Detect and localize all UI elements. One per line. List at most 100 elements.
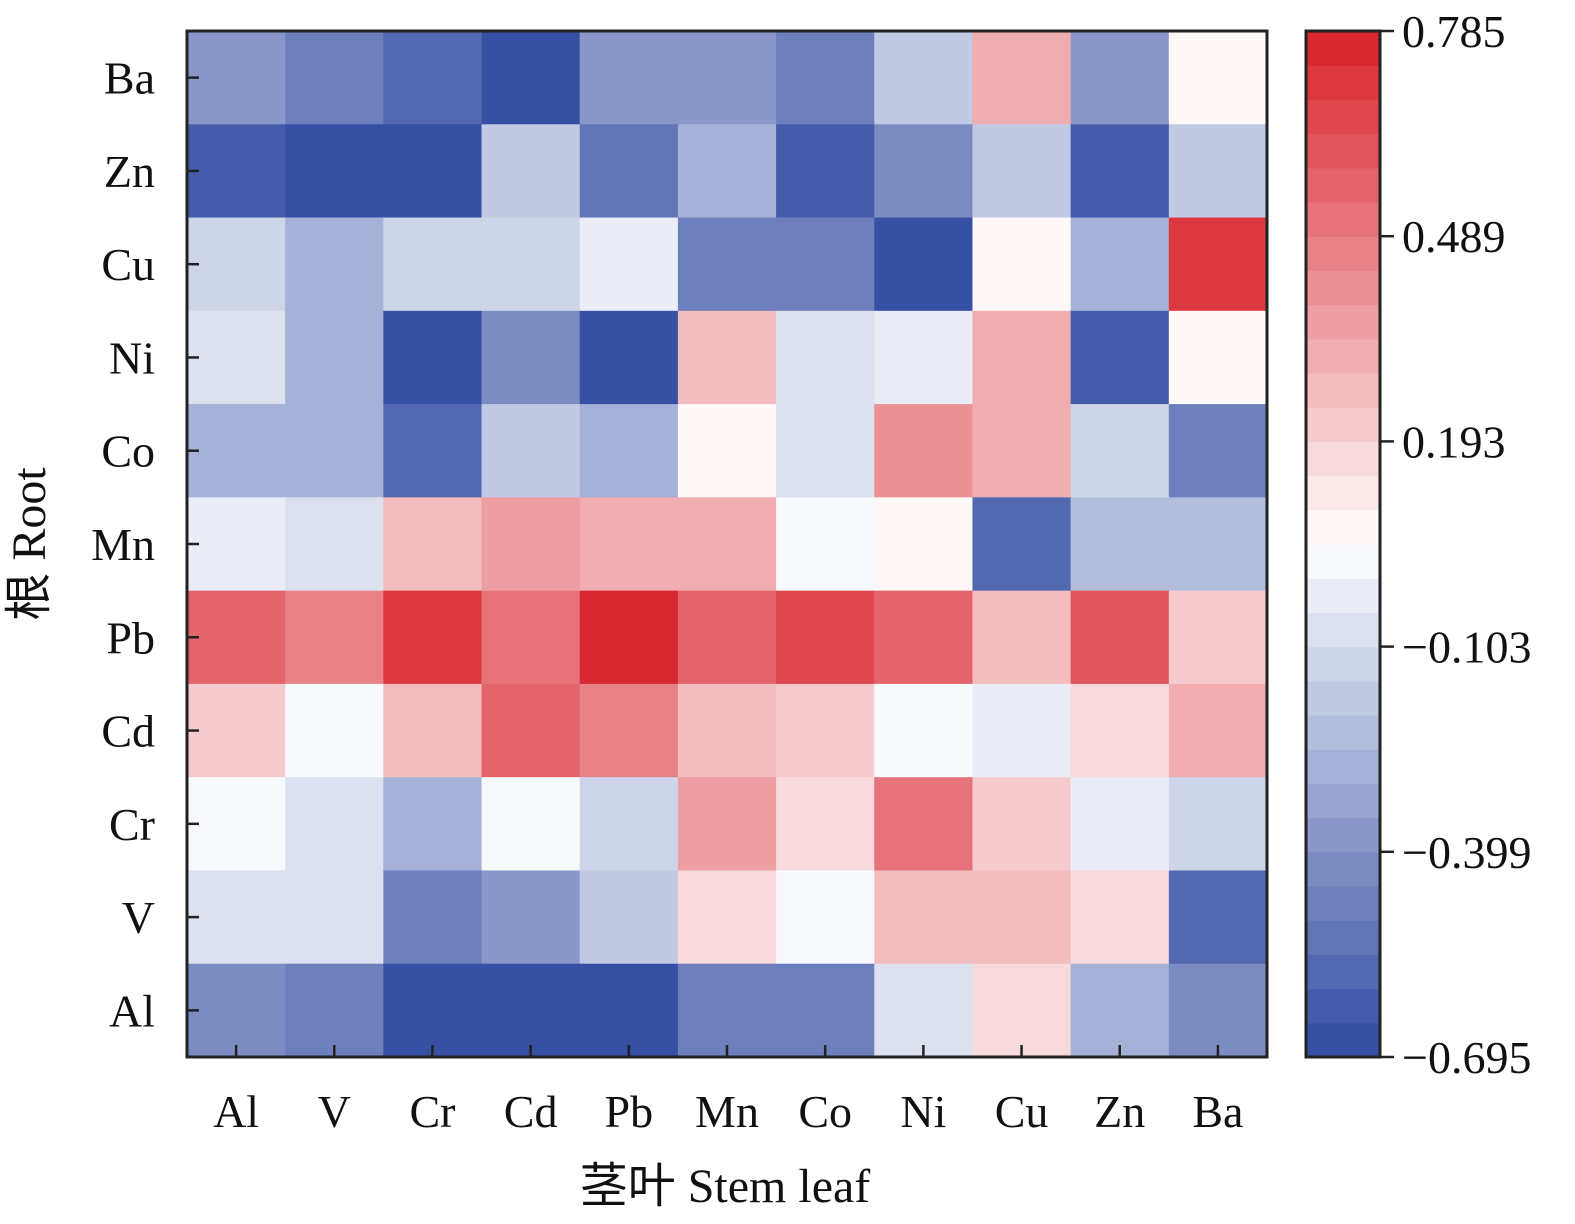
x-tick-label-pb: Pb [605, 1086, 654, 1137]
heatmap-cell-ni-v [285, 310, 384, 405]
heatmap-cell-co-v [285, 404, 384, 498]
heatmap-cell-cd-al [187, 683, 286, 778]
heatmap-cell-v-v [285, 870, 384, 965]
heatmap-cell-cr-cd [481, 777, 581, 872]
heatmap-cell-cr-mn [677, 777, 777, 872]
heatmap-cell-cu-cr [383, 217, 483, 312]
x-tick-label-co: Co [798, 1086, 852, 1137]
x-tick-label-ni: Ni [900, 1086, 946, 1137]
x-tick-label-v: V [318, 1086, 351, 1137]
colorbar-segment [1306, 886, 1380, 921]
heatmap-cell-pb-cd [481, 590, 581, 685]
colorbar-segment [1306, 646, 1380, 682]
heatmap-cell-cd-zn [1070, 683, 1170, 778]
heatmap-cell-mn-co [776, 497, 875, 592]
heatmap-cell-mn-mn [677, 497, 777, 592]
heatmap-cell-ni-co [776, 310, 875, 405]
heatmap-cell-pb-zn [1070, 590, 1170, 685]
heatmap-cell-cd-cd [481, 683, 581, 778]
heatmap-cell-ni-zn [1070, 310, 1170, 405]
heatmap-cell-cr-v [285, 777, 384, 872]
heatmap-cell-v-al [187, 870, 286, 965]
colorbar-segment [1306, 99, 1380, 135]
heatmap-cell-ba-cu [972, 31, 1072, 125]
heatmap-cell-cr-co [776, 777, 875, 872]
heatmap-cell-co-cu [972, 404, 1072, 498]
heatmap-cell-cu-ni [874, 217, 974, 312]
colorbar-tick-label: 0.193 [1402, 416, 1506, 467]
colorbar-segment [1306, 167, 1380, 203]
y-tick-label-zn: Zn [104, 146, 155, 197]
heatmap-cell-mn-ba [1168, 497, 1268, 592]
heatmap-cell-ba-pb [579, 31, 679, 125]
heatmap-cell-cu-zn [1070, 217, 1170, 312]
colorbar-tick-label: 0.489 [1402, 211, 1506, 262]
x-tick-label-mn: Mn [695, 1086, 759, 1137]
colorbar-segment [1306, 817, 1380, 853]
heatmap-cell-pb-cr [383, 590, 483, 685]
heatmap-cell-al-ni [874, 963, 974, 1058]
x-tick-label-al: Al [213, 1086, 259, 1137]
heatmap-cell-al-co [776, 963, 875, 1058]
heatmap-cell-cr-al [187, 777, 286, 872]
heatmap-cell-zn-v [285, 124, 384, 219]
colorbar-segment [1306, 1022, 1380, 1058]
x-tick-label-cd: Cd [504, 1086, 558, 1137]
colorbar-tick-label: 0.785 [1402, 6, 1506, 57]
x-tick-label-zn: Zn [1094, 1086, 1145, 1137]
heatmap-cell-co-zn [1070, 404, 1170, 498]
heatmap-cell-cd-ba [1168, 683, 1268, 778]
y-tick-label-cu: Cu [101, 239, 155, 290]
colorbar-segment [1306, 270, 1380, 306]
heatmap-cell-pb-cu [972, 590, 1072, 685]
colorbar-segment [1306, 338, 1380, 374]
heatmap-cell-pb-co [776, 590, 875, 685]
heatmap-cell-v-ni [874, 870, 974, 965]
heatmap-cell-cd-ni [874, 683, 974, 778]
heatmap-cell-mn-zn [1070, 497, 1170, 592]
heatmap-cell-al-zn [1070, 963, 1170, 1058]
heatmap-cell-cd-cr [383, 683, 483, 778]
heatmap-cell-zn-pb [579, 124, 679, 219]
y-tick-label-ni: Ni [109, 332, 155, 383]
heatmap-cell-ni-al [187, 310, 286, 405]
colorbar-segment [1306, 236, 1380, 271]
heatmap-cell-ba-ni [874, 31, 974, 125]
heatmap-cell-mn-v [285, 497, 384, 592]
colorbar-segment [1306, 954, 1380, 990]
colorbar-segment [1306, 31, 1380, 66]
heatmap-cell-ni-mn [677, 310, 777, 405]
colorbar-segment [1306, 304, 1380, 340]
heatmap-cell-co-cd [481, 404, 581, 498]
heatmap-cell-al-v [285, 963, 384, 1058]
colorbar-segment [1306, 851, 1380, 887]
x-tick-label-ba: Ba [1192, 1086, 1243, 1137]
heatmap-cell-co-al [187, 404, 286, 498]
heatmap-cell-zn-cu [972, 124, 1072, 219]
heatmap-cell-ni-ba [1168, 310, 1268, 405]
heatmap-cell-cu-mn [677, 217, 777, 312]
y-tick-label-cr: Cr [109, 799, 155, 850]
colorbar-frame [1304, 29, 1382, 1059]
heatmap-cell-v-cr [383, 870, 483, 965]
colorbar-segment [1306, 65, 1380, 100]
heatmap-cell-co-cr [383, 404, 483, 498]
heatmap-cell-cr-cu [972, 777, 1072, 872]
heatmap-cell-pb-ni [874, 590, 974, 685]
colorbar-segment [1306, 407, 1380, 442]
heatmap-cell-al-cu [972, 963, 1072, 1058]
heatmap-cell-al-pb [579, 963, 679, 1058]
heatmap-cell-cd-cu [972, 683, 1072, 778]
colorbar-segment [1306, 373, 1380, 408]
colorbar-tick-label: −0.103 [1402, 622, 1531, 673]
heatmap-cell-ba-zn [1070, 31, 1170, 125]
colorbar-tick-label: −0.695 [1402, 1032, 1531, 1083]
heatmap-cell-zn-ba [1168, 124, 1268, 219]
y-tick-label-pb: Pb [106, 612, 155, 663]
y-tick-label-al: Al [109, 985, 155, 1036]
heatmap-cell-ni-cu [972, 310, 1072, 405]
heatmap-cell-ba-cd [481, 31, 581, 125]
y-tick-label-mn: Mn [91, 519, 155, 570]
heatmap-cell-cd-pb [579, 683, 679, 778]
heatmap-cell-ba-ba [1168, 31, 1268, 125]
